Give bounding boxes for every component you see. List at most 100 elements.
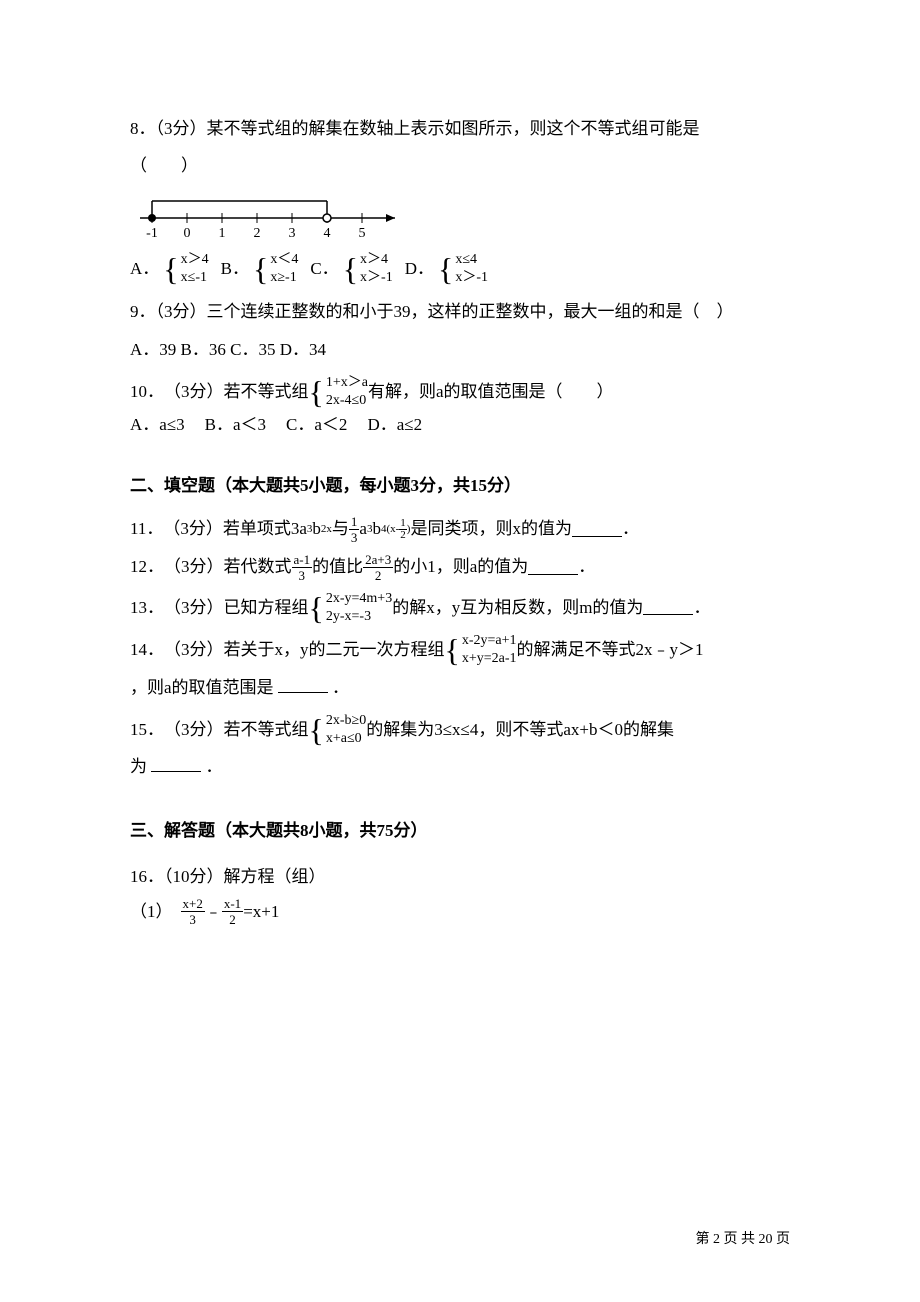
frac-den: 2 — [373, 568, 384, 584]
tick-label: 2 — [254, 226, 261, 241]
system-row: x＞-1 — [360, 269, 393, 287]
q8-number: 8． — [130, 119, 156, 138]
q15-points: （3分） — [164, 715, 224, 746]
open-point-icon — [323, 214, 331, 222]
q12-points: （3分） — [164, 552, 224, 583]
q15-stem-line2: 为 ． — [130, 748, 790, 785]
q15-stem-line1: 15． （3分） 若不等式组 { 2x-b≥0 x+a≤0 的解集为3≤x≤4，… — [130, 712, 790, 748]
brace-icon: { — [445, 634, 460, 666]
q13-text1: 已知方程组 — [224, 593, 309, 624]
q11-text4: a — [359, 514, 367, 545]
q10-options: A．a≤3 B．a＜3 C．a＜2 D．a≤2 — [130, 410, 790, 441]
q8-options: A． { x＞4 x≤-1 B． { x＜4 x≥-1 C． { — [130, 251, 790, 287]
system-row: 2x-y=4m+3 — [326, 590, 392, 608]
q13-text3: ． — [693, 593, 710, 624]
tick-label: 0 — [184, 226, 191, 241]
q11-text5: b — [372, 514, 381, 545]
blank-icon — [572, 523, 622, 537]
q11-text1: 若单项式3a — [223, 514, 307, 545]
q9-number: 9． — [130, 302, 156, 321]
q14-text1: 若关于x，y的二元一次方程组 — [224, 635, 445, 666]
q10-points: （3分） — [164, 377, 224, 408]
brace-icon: { — [163, 253, 178, 285]
q10-text-before: 若不等式组 — [224, 377, 309, 408]
tick-label: 4 — [324, 226, 331, 241]
page-footer: 第 2 页 共 20 页 — [696, 1227, 791, 1252]
option-label: B． — [221, 254, 249, 285]
q14-points: （3分） — [164, 635, 224, 666]
q13-number: 13． — [130, 593, 164, 624]
q11-text6: 是同类项，则x的值为 — [410, 514, 572, 545]
q8-number-line: -1 0 1 2 3 4 5 — [130, 193, 790, 243]
exp-frac-den: 2 — [400, 530, 406, 541]
frac-num: 2a+3 — [363, 552, 393, 569]
frac-den: 3 — [349, 530, 360, 546]
system-row: x≥-1 — [270, 269, 298, 287]
closed-point-icon — [148, 214, 156, 222]
q14-text4: ． — [332, 678, 349, 697]
tick-label: -1 — [146, 226, 158, 241]
q15-text4: ． — [206, 757, 223, 776]
frac-num: 1 — [349, 514, 360, 531]
number-line-svg: -1 0 1 2 3 4 5 — [130, 193, 410, 243]
q11-text3: 与 — [332, 514, 349, 545]
q8-option-d: D． { x≤4 x＞-1 — [405, 251, 488, 287]
arrow-head-icon — [386, 214, 395, 222]
q11-exp4: 4(x- 1 2 ) — [381, 518, 411, 541]
tick-label: 3 — [289, 226, 296, 241]
question-10: 10． （3分） 若不等式组 { 1+x＞a 2x-4≤0 有解，则a的取值范围… — [130, 374, 790, 441]
system-row: x＞4 — [360, 251, 393, 269]
q8-text: 某不等式组的解集在数轴上表示如图所示，则这个不等式组可能是 — [207, 119, 700, 138]
q11-stem: 11． （3分） 若单项式3a 3 b 2x 与 1 3 a 3 b 4(x- … — [130, 514, 790, 546]
option-label: A． — [130, 254, 159, 285]
q15-text1: 若不等式组 — [224, 715, 309, 746]
q14-number: 14． — [130, 635, 164, 666]
q11-text2: b — [312, 514, 321, 545]
q12-frac1: a-1 3 — [292, 552, 313, 584]
q13-stem: 13． （3分） 已知方程组 { 2x-y=4m+3 2y-x=-3 的解x，y… — [130, 590, 790, 626]
q10-option-a: A．a≤3 — [130, 410, 185, 441]
q16-stem: 16．（10分）解方程（组） — [130, 858, 790, 895]
q16-points: （10分） — [164, 867, 224, 886]
brace-icon: { — [309, 592, 324, 624]
system-row: x+a≤0 — [326, 730, 366, 748]
q8-stem: 8．（3分）某不等式组的解集在数轴上表示如图所示，则这个不等式组可能是 — [130, 110, 790, 147]
brace-icon: { — [438, 253, 453, 285]
q10-option-c: C．a＜2 — [286, 410, 347, 441]
option-label: D． — [405, 254, 434, 285]
question-14: 14． （3分） 若关于x，y的二元一次方程组 { x-2y=a+1 x+y=2… — [130, 632, 790, 706]
q14-stem-line1: 14． （3分） 若关于x，y的二元一次方程组 { x-2y=a+1 x+y=2… — [130, 632, 790, 668]
system-row: x+y=2a-1 — [462, 650, 517, 668]
system-row: 2y-x=-3 — [326, 608, 392, 626]
q15-system: { 2x-b≥0 x+a≤0 — [309, 712, 367, 748]
q10-option-d: D．a≤2 — [367, 410, 422, 441]
brace-icon: { — [343, 253, 358, 285]
q16-equals: =x+1 — [243, 897, 279, 928]
tick-label: 5 — [359, 226, 366, 241]
q10-stem: 10． （3分） 若不等式组 { 1+x＞a 2x-4≤0 有解，则a的取值范围… — [130, 374, 790, 410]
q11-frac1: 1 3 — [349, 514, 360, 546]
question-12: 12． （3分） 若代数式 a-1 3 的值比 2a+3 2 的小1，则a的值为… — [130, 552, 790, 584]
blank-icon — [643, 601, 693, 615]
q9-stem: 9．（3分）三个连续正整数的和小于39，这样的正整数中，最大一组的和是（ ） — [130, 293, 790, 330]
section-2-title: 二、填空题（本大题共5小题，每小题3分，共15分） — [130, 471, 790, 502]
q16-minus: ﹣ — [205, 897, 222, 928]
q12-text2: 的值比 — [312, 552, 363, 583]
question-8: 8．（3分）某不等式组的解集在数轴上表示如图所示，则这个不等式组可能是 （ ） … — [130, 110, 790, 287]
frac-num: a-1 — [292, 552, 313, 569]
q15-number: 15． — [130, 715, 164, 746]
frac-num: x+2 — [181, 896, 205, 913]
q11-number: 11． — [130, 514, 163, 545]
q14-stem-line2: ，则a的取值范围是 ． — [130, 669, 790, 706]
brace-icon: { — [309, 376, 324, 408]
blank-icon — [278, 679, 328, 693]
system-row: 2x-4≤0 — [326, 392, 368, 410]
option-label: C． — [310, 254, 338, 285]
q10-text-after: 有解，则a的取值范围是（ ） — [368, 377, 614, 408]
q10-option-b: B．a＜3 — [205, 410, 266, 441]
q8-option-b: B． { x＜4 x≥-1 — [221, 251, 299, 287]
q12-stem: 12． （3分） 若代数式 a-1 3 的值比 2a+3 2 的小1，则a的值为… — [130, 552, 790, 584]
q8-paren: （ ） — [130, 147, 790, 184]
blank-icon — [528, 561, 578, 575]
q15-text3: 为 — [130, 757, 147, 776]
